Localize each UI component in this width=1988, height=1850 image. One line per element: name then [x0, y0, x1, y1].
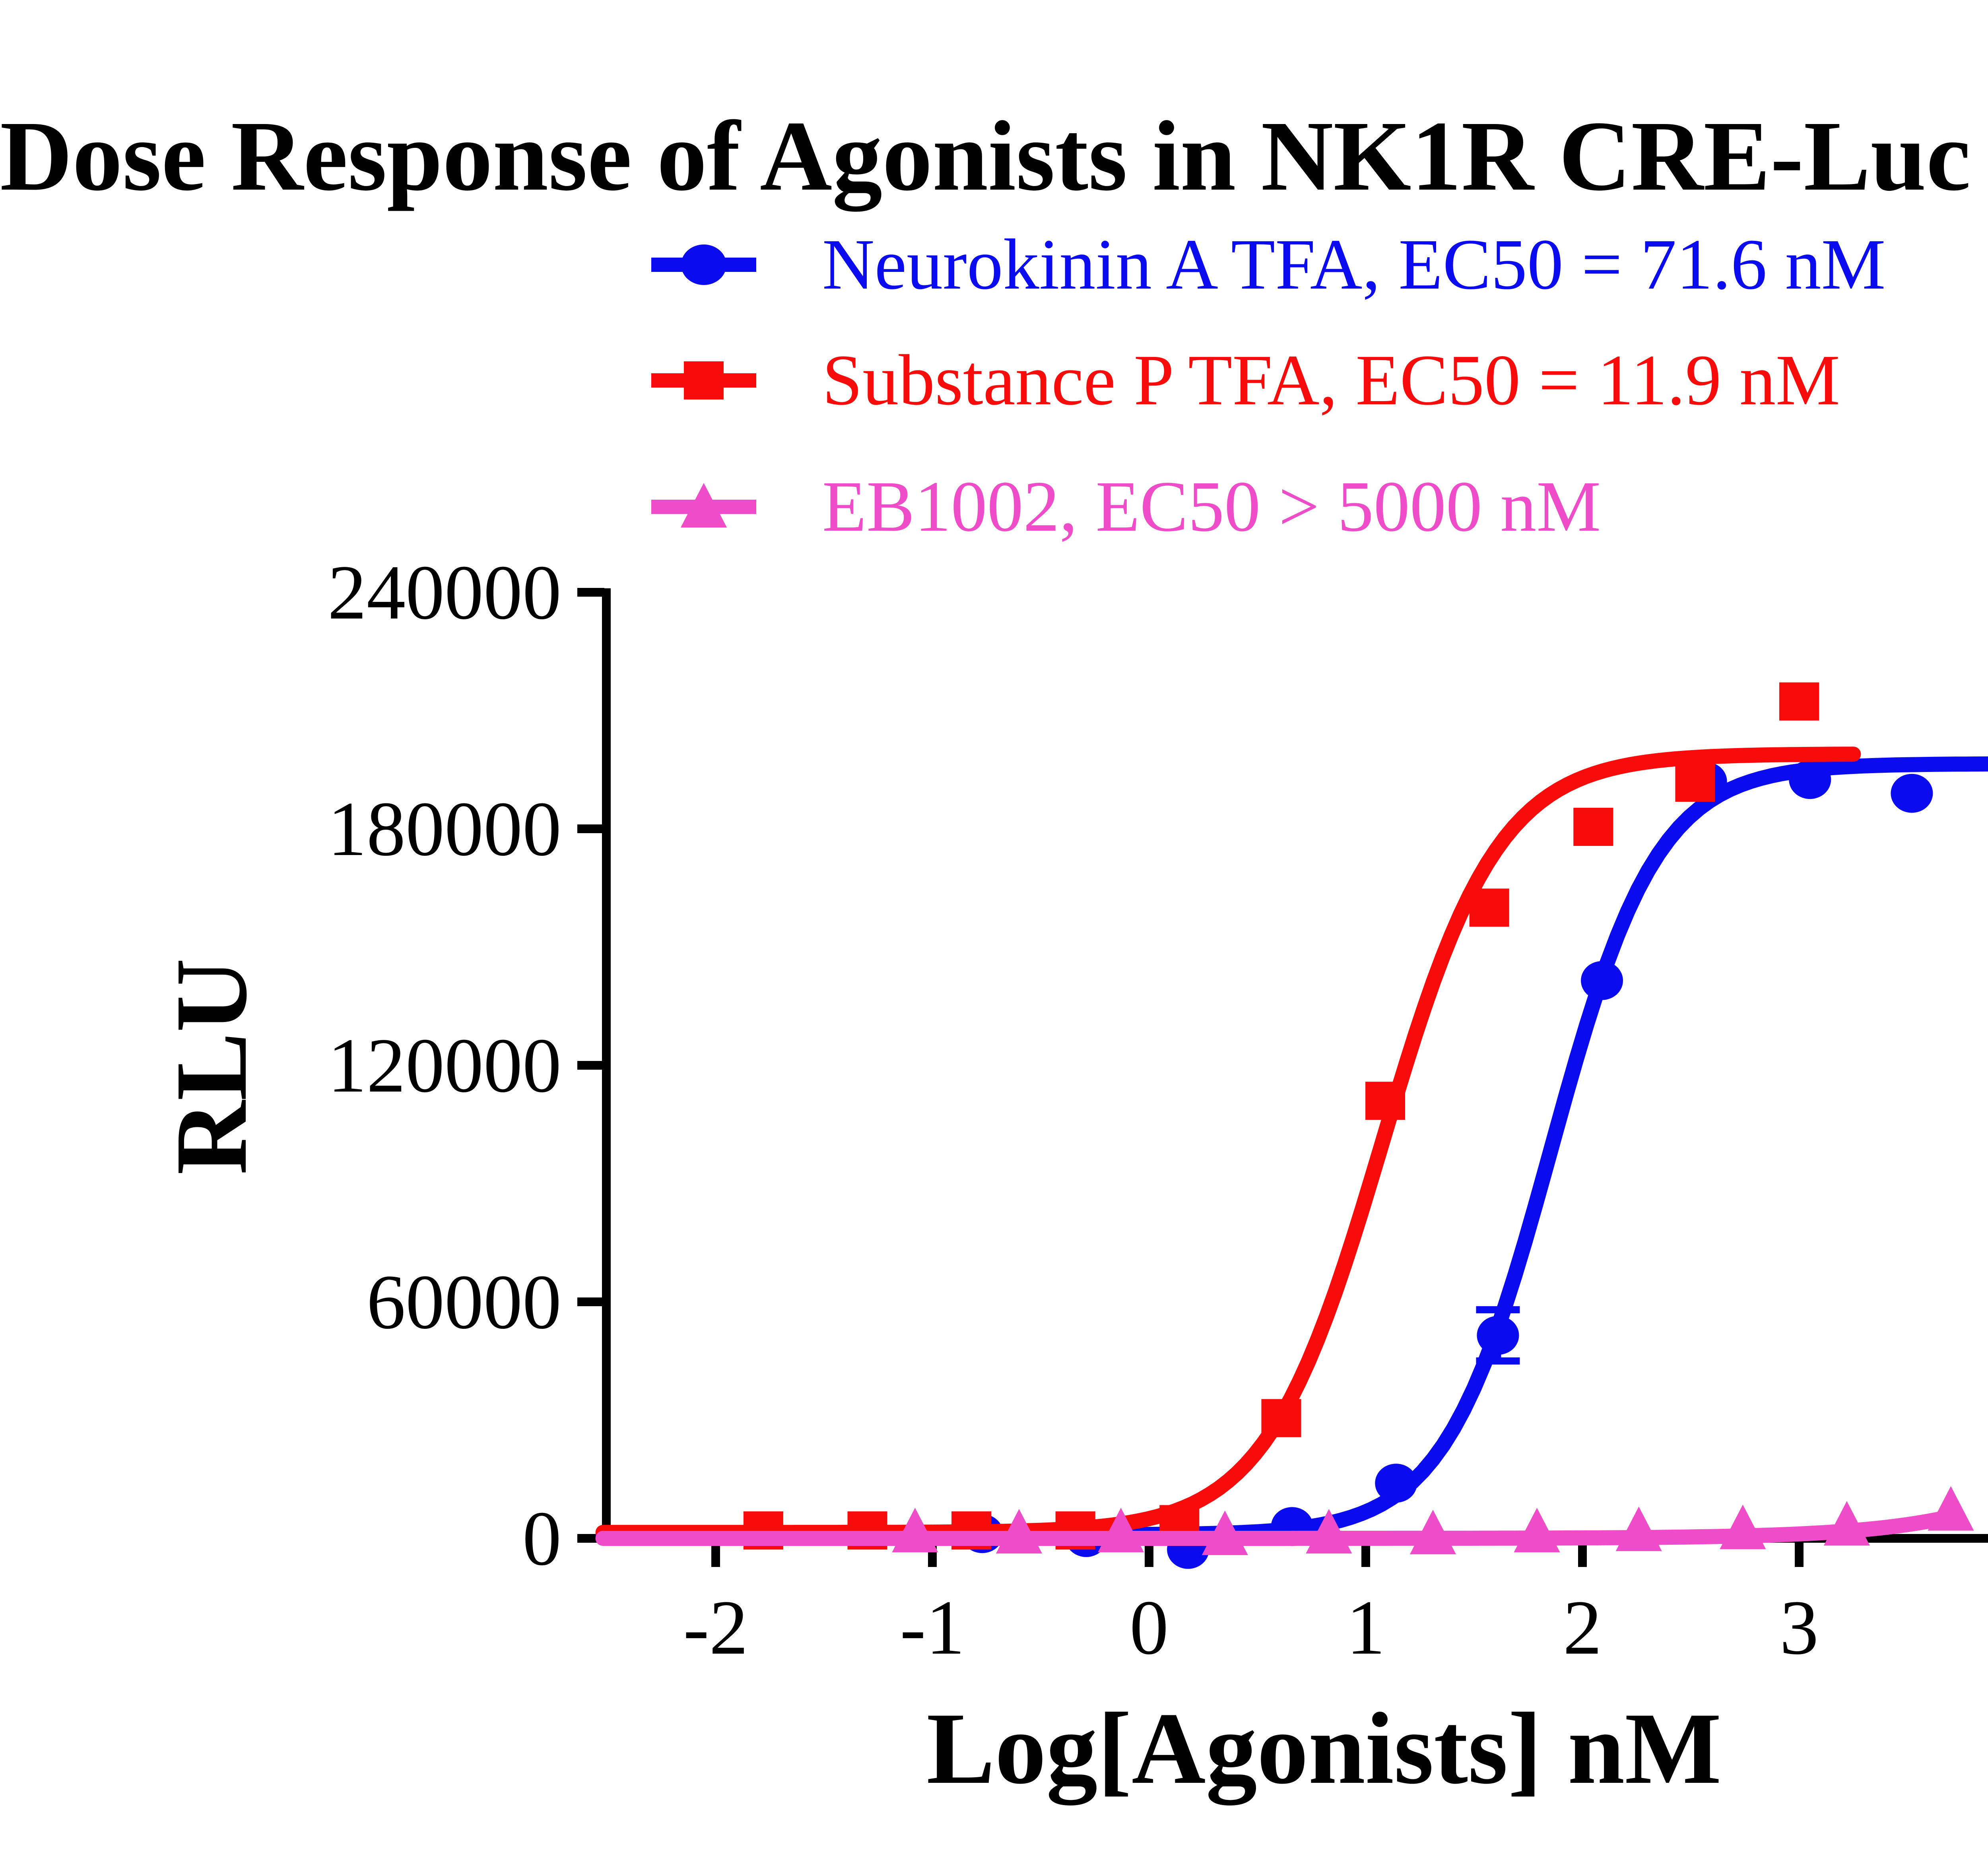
data-point-neurokinin-a-tfa: [1891, 774, 1933, 813]
data-point-eb1002: [1720, 1505, 1766, 1549]
x-tick-label: 0: [1130, 1584, 1169, 1671]
data-point-eb1002: [1409, 1510, 1456, 1555]
y-axis-title: RLU: [154, 958, 268, 1175]
series-neurokinin-a-tfa: [595, 756, 1988, 1569]
legend-marker-circle-icon: [651, 244, 756, 285]
data-point-eb1002: [1098, 1508, 1144, 1553]
data-point-substance-p-tfa: [1675, 763, 1715, 802]
data-point-eb1002: [996, 1509, 1042, 1554]
x-tick-label: 1: [1346, 1584, 1385, 1671]
legend-label: Neurokinin A TFA, EC50 = 71.6 nM: [822, 225, 1886, 304]
series-eb1002: [595, 1486, 1974, 1555]
x-tick-label: 2: [1563, 1584, 1602, 1671]
data-point-substance-p-tfa: [1469, 888, 1509, 927]
y-tick-label: 180000: [328, 786, 561, 872]
data-point-eb1002: [1306, 1509, 1352, 1554]
data-point-eb1002: [1514, 1508, 1560, 1553]
data-point-substance-p-tfa: [1261, 1399, 1301, 1437]
legend-label: Substance P TFA, EC50 = 11.9 nM: [822, 340, 1840, 420]
legend-item-eb1002: EB1002, EC50 > 5000 nM: [648, 467, 1601, 547]
data-point-substance-p-tfa: [1365, 1082, 1406, 1120]
data-point-neurokinin-a-tfa: [1581, 961, 1623, 1000]
x-tick-label: 3: [1780, 1584, 1819, 1671]
x-tick-label: -2: [683, 1584, 748, 1671]
data-point-eb1002: [892, 1508, 938, 1553]
x-tick-label: -1: [900, 1584, 965, 1671]
data-point-eb1002: [1615, 1507, 1662, 1551]
fit-curve-substance-p-tfa: [595, 747, 1861, 1540]
y-tick-label: 60000: [367, 1259, 561, 1345]
data-point-eb1002: [1928, 1486, 1974, 1531]
data-point-neurokinin-a-tfa: [1375, 1464, 1417, 1503]
chart-title: Dose Response of Agonists in NK1R CRE-Lu…: [0, 100, 1988, 211]
y-tick-label: 0: [522, 1495, 561, 1582]
data-point-substance-p-tfa: [1779, 682, 1819, 721]
data-point-substance-p-tfa: [1573, 808, 1613, 846]
data-point-neurokinin-a-tfa: [1789, 760, 1831, 799]
data-point-eb1002: [1823, 1501, 1870, 1546]
legend-item-neurokinin: Neurokinin A TFA, EC50 = 71.6 nM: [648, 225, 1885, 304]
y-tick-label: 120000: [328, 1022, 561, 1109]
data-point-eb1002: [1202, 1511, 1248, 1555]
y-tick-label: 240000: [328, 549, 561, 636]
legend-marker-triangle-icon: [651, 483, 756, 527]
x-axis-title: Log[Agonists] nM: [926, 1691, 1722, 1807]
series-substance-p-tfa: [595, 682, 1861, 1550]
legend-label: EB1002, EC50 > 5000 nM: [822, 467, 1601, 547]
legend-marker-square-icon: [651, 361, 756, 399]
data-point-neurokinin-a-tfa: [1477, 1316, 1519, 1355]
legend-item-substance-p: Substance P TFA, EC50 = 11.9 nM: [648, 341, 1840, 420]
